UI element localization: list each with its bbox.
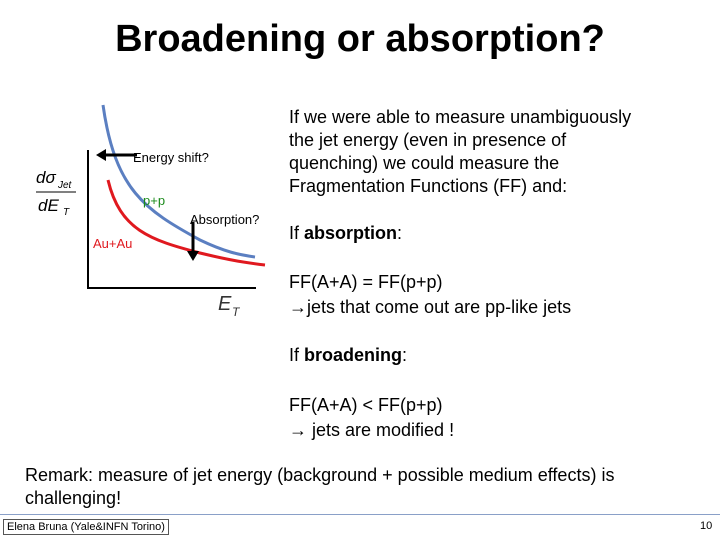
auau-label: Au+Au bbox=[93, 236, 132, 251]
y-label-den-sub: T bbox=[63, 207, 70, 218]
shift-arrow-head bbox=[96, 149, 106, 161]
y-label-den: dE bbox=[38, 196, 59, 215]
absorption-arrow-head bbox=[187, 251, 199, 261]
text-run: If bbox=[289, 345, 305, 365]
text-line: FF(A+A) < FF(p+p) bbox=[289, 395, 443, 415]
pp-label: p+p bbox=[143, 193, 165, 208]
absorption-lines: FF(A+A) = FF(p+p) →jets that come out ar… bbox=[289, 270, 571, 320]
bold-run: absorption bbox=[304, 223, 398, 243]
diagram: Energy shift? p+p Absorption? Au+Au dσ J… bbox=[36, 104, 266, 319]
text-line: quenching) we could measure the bbox=[289, 153, 560, 173]
absorption-label: Absorption? bbox=[190, 212, 259, 227]
page-number: 10 bbox=[700, 520, 713, 532]
pp-curve bbox=[101, 104, 256, 259]
text-line: Remark: measure of jet energy (backgroun… bbox=[25, 465, 615, 485]
case-absorption: If absorption: bbox=[289, 222, 402, 245]
text-line: the jet energy (even in presence of bbox=[289, 130, 567, 150]
y-label-num-sub: Jet bbox=[57, 180, 73, 191]
text-line: → jets are modified ! bbox=[289, 420, 455, 440]
energy-shift-label: Energy shift? bbox=[133, 150, 209, 165]
text-line: FF(A+A) = FF(p+p) bbox=[289, 272, 443, 292]
broadening-lines: FF(A+A) < FF(p+p) → jets are modified ! bbox=[289, 393, 454, 443]
text-run: : bbox=[397, 223, 403, 243]
remark: Remark: measure of jet energy (backgroun… bbox=[25, 464, 614, 510]
slide-title: Broadening or absorption? bbox=[115, 18, 605, 60]
text-line: If we were able to measure unambiguously bbox=[289, 107, 632, 127]
intro: If we were able to measure unambiguously… bbox=[289, 106, 631, 198]
text-run: If bbox=[289, 223, 305, 243]
footer-author: Elena Bruna (Yale&INFN Torino) bbox=[3, 519, 169, 535]
footer-rule bbox=[0, 514, 720, 515]
text-line: →jets that come out are pp-like jets bbox=[289, 297, 572, 317]
text-run: : bbox=[402, 345, 408, 365]
case-broadening: If broadening: bbox=[289, 344, 407, 367]
y-label-num: dσ bbox=[36, 168, 56, 187]
text-line: Fragmentation Functions (FF) and: bbox=[289, 176, 568, 196]
x-label-sub: T bbox=[232, 305, 241, 319]
text-line: challenging! bbox=[25, 488, 122, 508]
bold-run: broadening bbox=[304, 345, 403, 365]
x-label: E bbox=[218, 293, 232, 315]
